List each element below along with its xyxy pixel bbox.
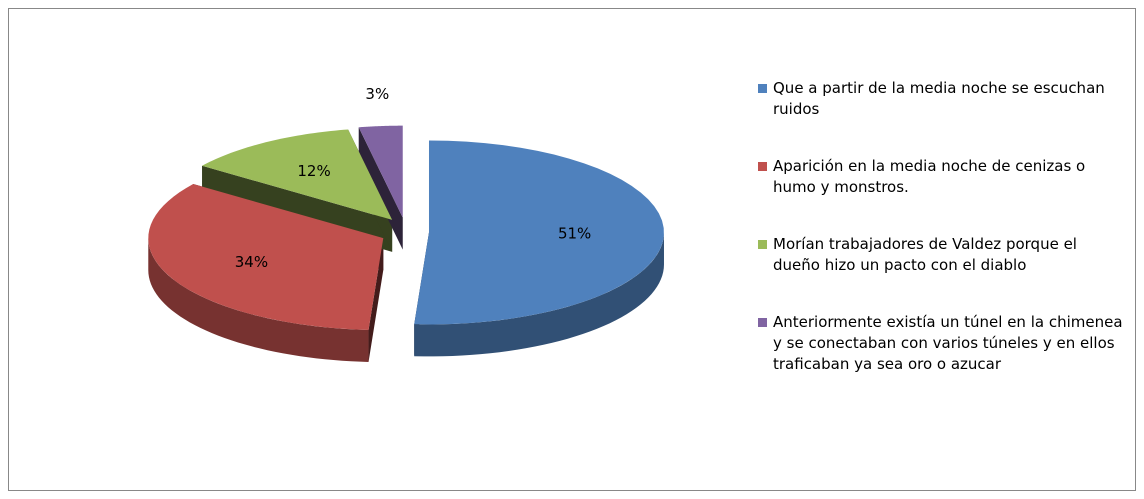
pie-slice [358, 125, 403, 218]
slice-cut-face [368, 238, 384, 362]
data-label: 12% [297, 162, 330, 180]
legend-swatch [758, 240, 767, 249]
legend-swatch [758, 84, 767, 93]
legend-swatch [758, 162, 767, 171]
legend: Que a partir de la media noche se escuch… [758, 78, 1128, 375]
legend-label: Aparición en la media noche de cenizas o… [773, 157, 1086, 196]
legend-label: Anteriormente existía un túnel en la chi… [773, 313, 1123, 373]
pie-tops [148, 125, 664, 330]
pie-slice [414, 140, 664, 325]
pie-slice [202, 129, 393, 220]
legend-label: Morían trabajadores de Valdez porque el … [773, 235, 1077, 274]
legend-item: Morían trabajadores de Valdez porque el … [758, 234, 1128, 276]
slice-side [148, 238, 369, 362]
legend-item: Que a partir de la media noche se escuch… [758, 78, 1128, 120]
legend-label: Que a partir de la media noche se escuch… [773, 79, 1105, 118]
legend-item: Aparición en la media noche de cenizas o… [758, 156, 1128, 198]
legend-swatch [758, 318, 767, 327]
data-label: 3% [365, 85, 389, 103]
slice-side [414, 232, 664, 357]
chart-border [8, 8, 1136, 491]
data-label: 51% [558, 225, 591, 243]
data-label: 34% [235, 253, 268, 271]
legend-item: Anteriormente existía un túnel en la chi… [758, 312, 1128, 375]
pie-slice [148, 184, 384, 330]
